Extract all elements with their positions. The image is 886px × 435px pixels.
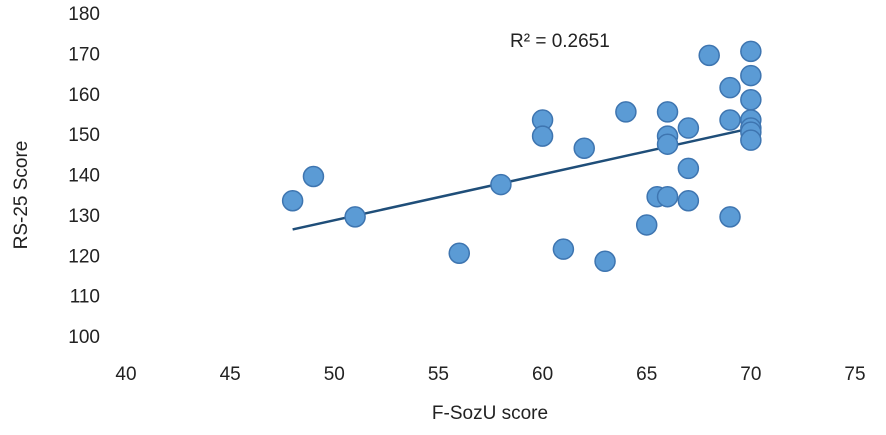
y-tick-label: 110 (70, 287, 100, 308)
y-tick-label: 140 (68, 166, 100, 187)
point (490, 173, 512, 196)
point (656, 133, 679, 155)
point (740, 40, 762, 63)
point (719, 206, 741, 228)
x-tick-label: 65 (636, 364, 657, 385)
y-tick-label: 160 (68, 85, 100, 106)
x-tick-label: 55 (428, 364, 449, 385)
y-tick-label: 180 (68, 4, 100, 25)
point (698, 44, 720, 67)
y-tick-label: 130 (68, 206, 100, 227)
y-tick-label: 100 (68, 327, 100, 348)
point (594, 250, 616, 273)
x-tick-label: 40 (115, 364, 136, 385)
annotation: R² = 0.2651 (510, 31, 610, 52)
x-tick-label: 45 (220, 364, 241, 385)
point (719, 109, 741, 131)
point (740, 89, 762, 111)
y-axis-label: RS-25 Score (11, 141, 32, 250)
x-tick-label: 50 (324, 364, 345, 385)
point (573, 137, 595, 159)
point (656, 101, 679, 123)
point (677, 117, 700, 139)
y-tick-label: 170 (68, 44, 100, 65)
point (635, 214, 658, 236)
x-tick-label: 70 (740, 364, 761, 385)
x-tick-label: 60 (532, 364, 553, 385)
point (552, 238, 575, 260)
point (719, 76, 741, 99)
point (677, 157, 700, 180)
point (281, 189, 304, 212)
x-tick-label: 75 (844, 364, 865, 385)
x-axis-label: F-SozU score (432, 403, 548, 424)
point (656, 185, 679, 208)
y-tick-label: 150 (68, 125, 100, 146)
point (740, 64, 762, 87)
point (615, 101, 637, 123)
point (677, 189, 700, 212)
point (344, 206, 366, 228)
point (302, 165, 325, 188)
point (531, 125, 554, 147)
point (448, 242, 471, 264)
point (740, 129, 762, 151)
y-tick-label: 120 (68, 246, 100, 267)
